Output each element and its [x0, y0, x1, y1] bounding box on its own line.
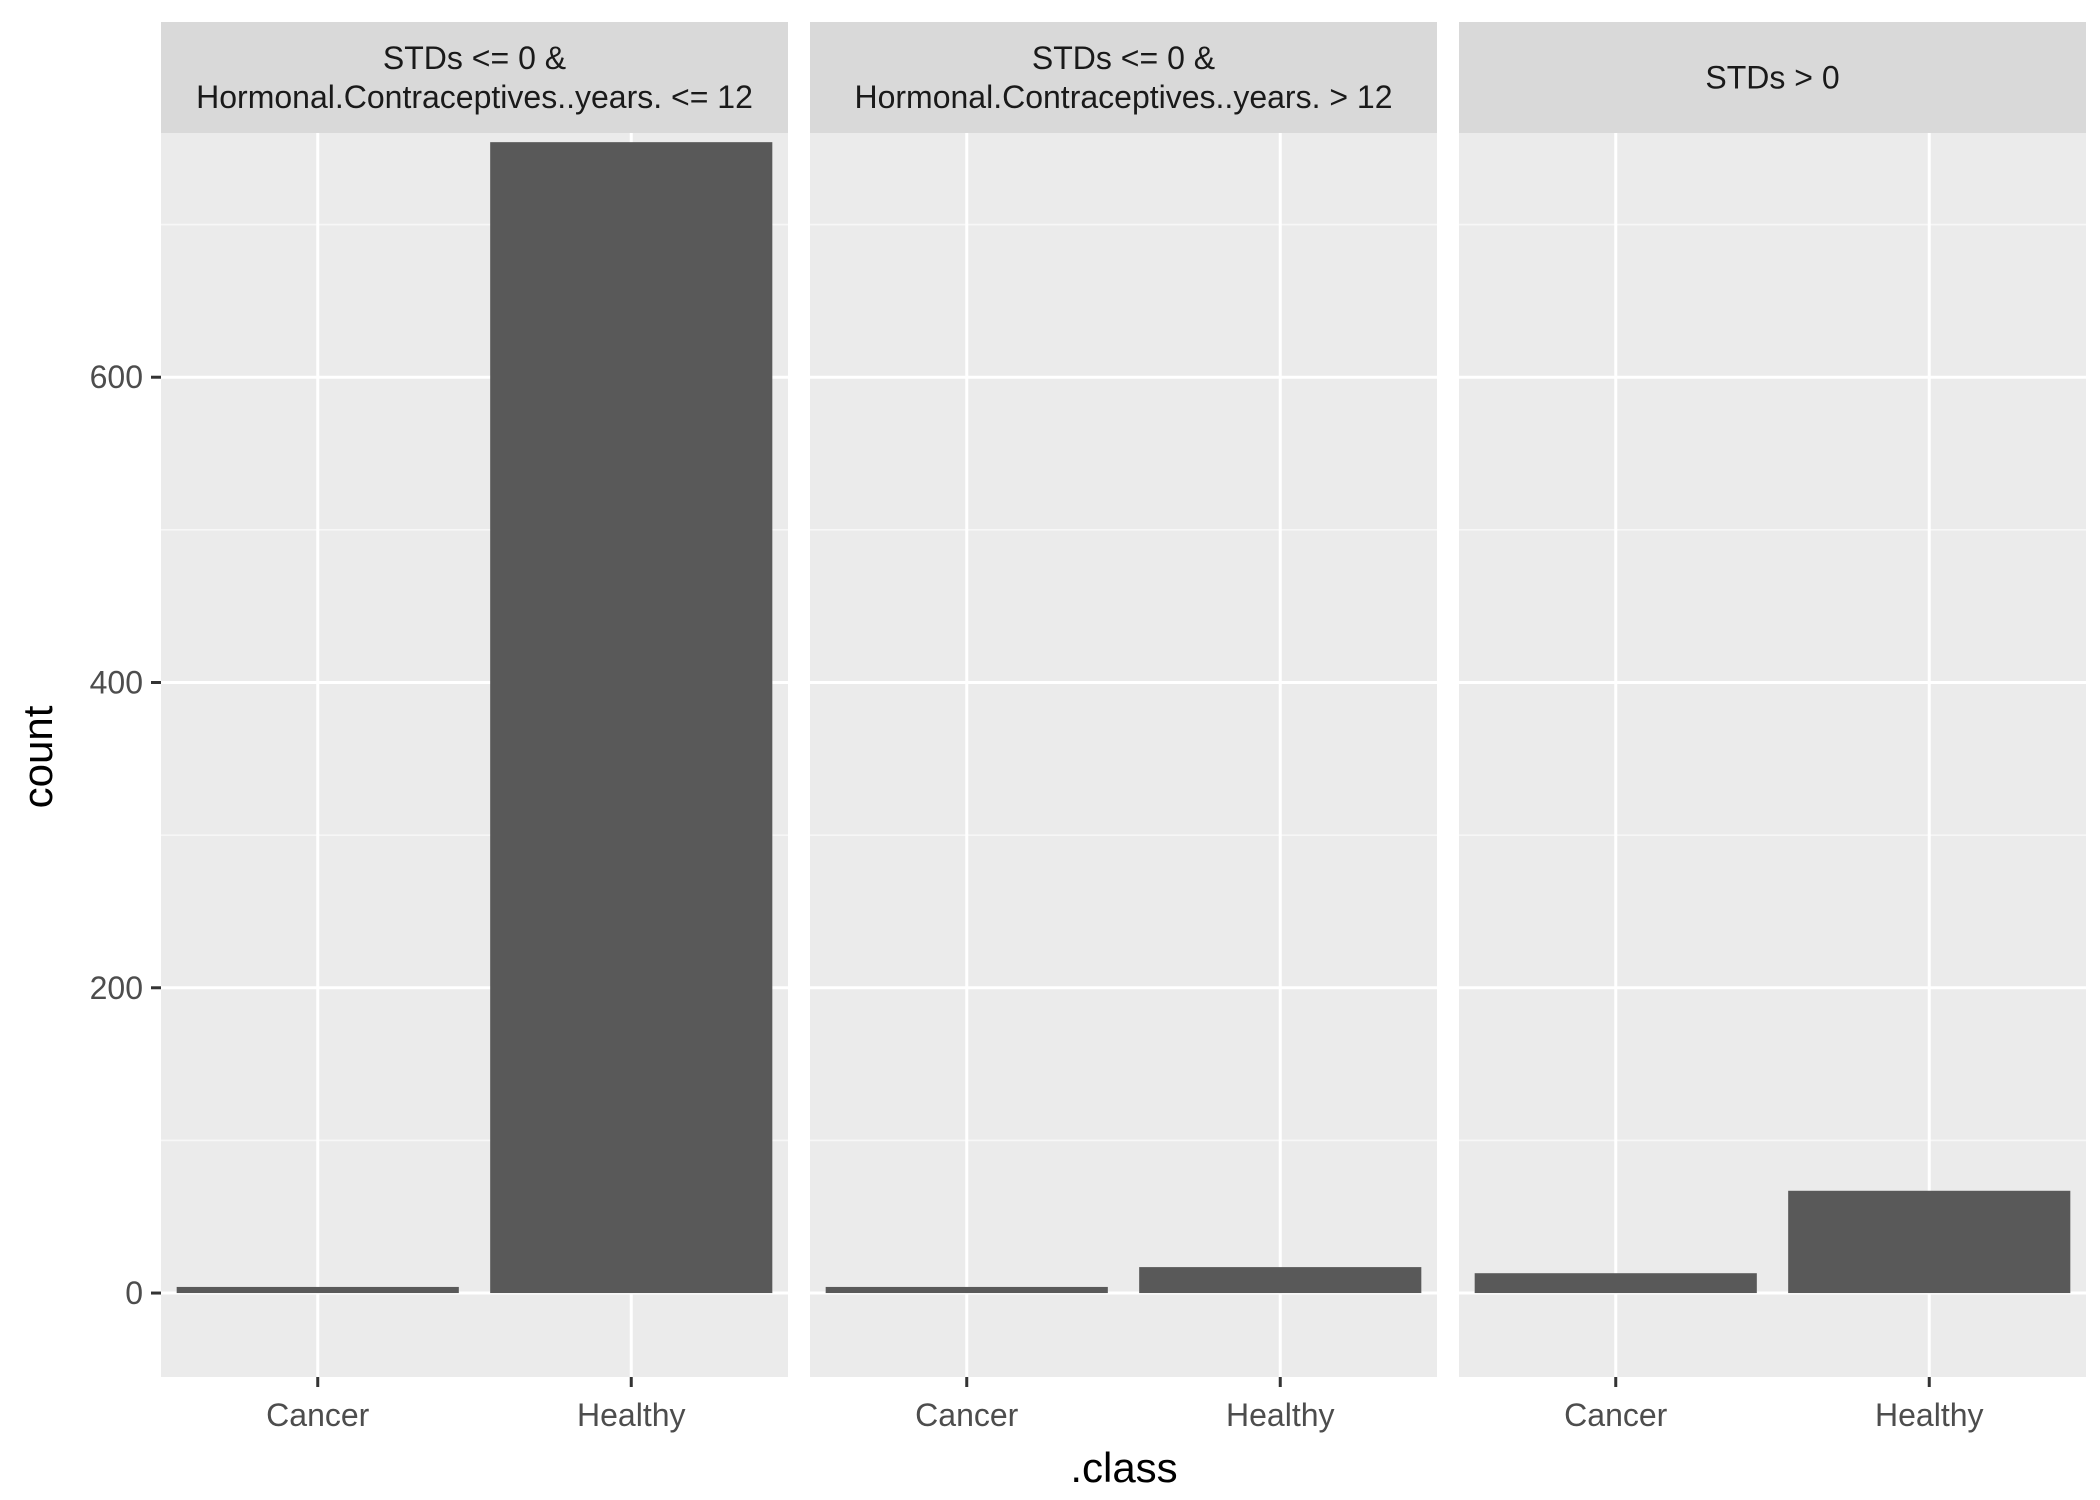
x-tick-label: Healthy [1226, 1397, 1335, 1433]
facet-panels: STDs <= 0 &Hormonal.Contraceptives..year… [161, 22, 2086, 1433]
facet-panel: STDs <= 0 &Hormonal.Contraceptives..year… [161, 22, 788, 1433]
y-tick-label: 200 [90, 970, 143, 1006]
facet-strip [1459, 22, 2086, 133]
facet-strip-label: Hormonal.Contraceptives..years. <= 12 [196, 79, 753, 115]
facet-strip-label: STDs <= 0 & [1032, 40, 1215, 76]
y-tick-label: 0 [125, 1275, 143, 1311]
facet-strip-label: STDs > 0 [1705, 60, 1839, 96]
x-axis-title: .class [1070, 1444, 1177, 1491]
y-tick-label: 400 [90, 664, 143, 700]
panel-background [810, 133, 1437, 1377]
facet-panel: STDs > 0 Cancer Healthy [1459, 22, 2086, 1433]
panel-background [1459, 133, 2086, 1377]
bar-healthy [490, 142, 773, 1294]
bar-cancer [176, 1286, 459, 1294]
bar-healthy [1788, 1190, 2071, 1294]
bar-cancer [1474, 1273, 1757, 1294]
facet-strip [810, 22, 1437, 133]
x-tick-label: Cancer [915, 1397, 1019, 1433]
y-axis-title: count [14, 705, 61, 808]
facet-panel: STDs <= 0 &Hormonal.Contraceptives..year… [810, 22, 1437, 1433]
facet-strip-label: Hormonal.Contraceptives..years. > 12 [854, 79, 1392, 115]
facet-strip-label: STDs <= 0 & [383, 40, 566, 76]
x-tick-label: Healthy [577, 1397, 686, 1433]
bar-healthy [1139, 1267, 1422, 1294]
facet-strip [161, 22, 788, 133]
y-tick-label: 600 [90, 359, 143, 395]
bar-cancer [825, 1286, 1108, 1294]
x-tick-label: Cancer [266, 1397, 370, 1433]
y-axis: 0 200 400 600 [90, 359, 161, 1311]
x-tick-label: Cancer [1564, 1397, 1668, 1433]
x-tick-label: Healthy [1875, 1397, 1984, 1433]
